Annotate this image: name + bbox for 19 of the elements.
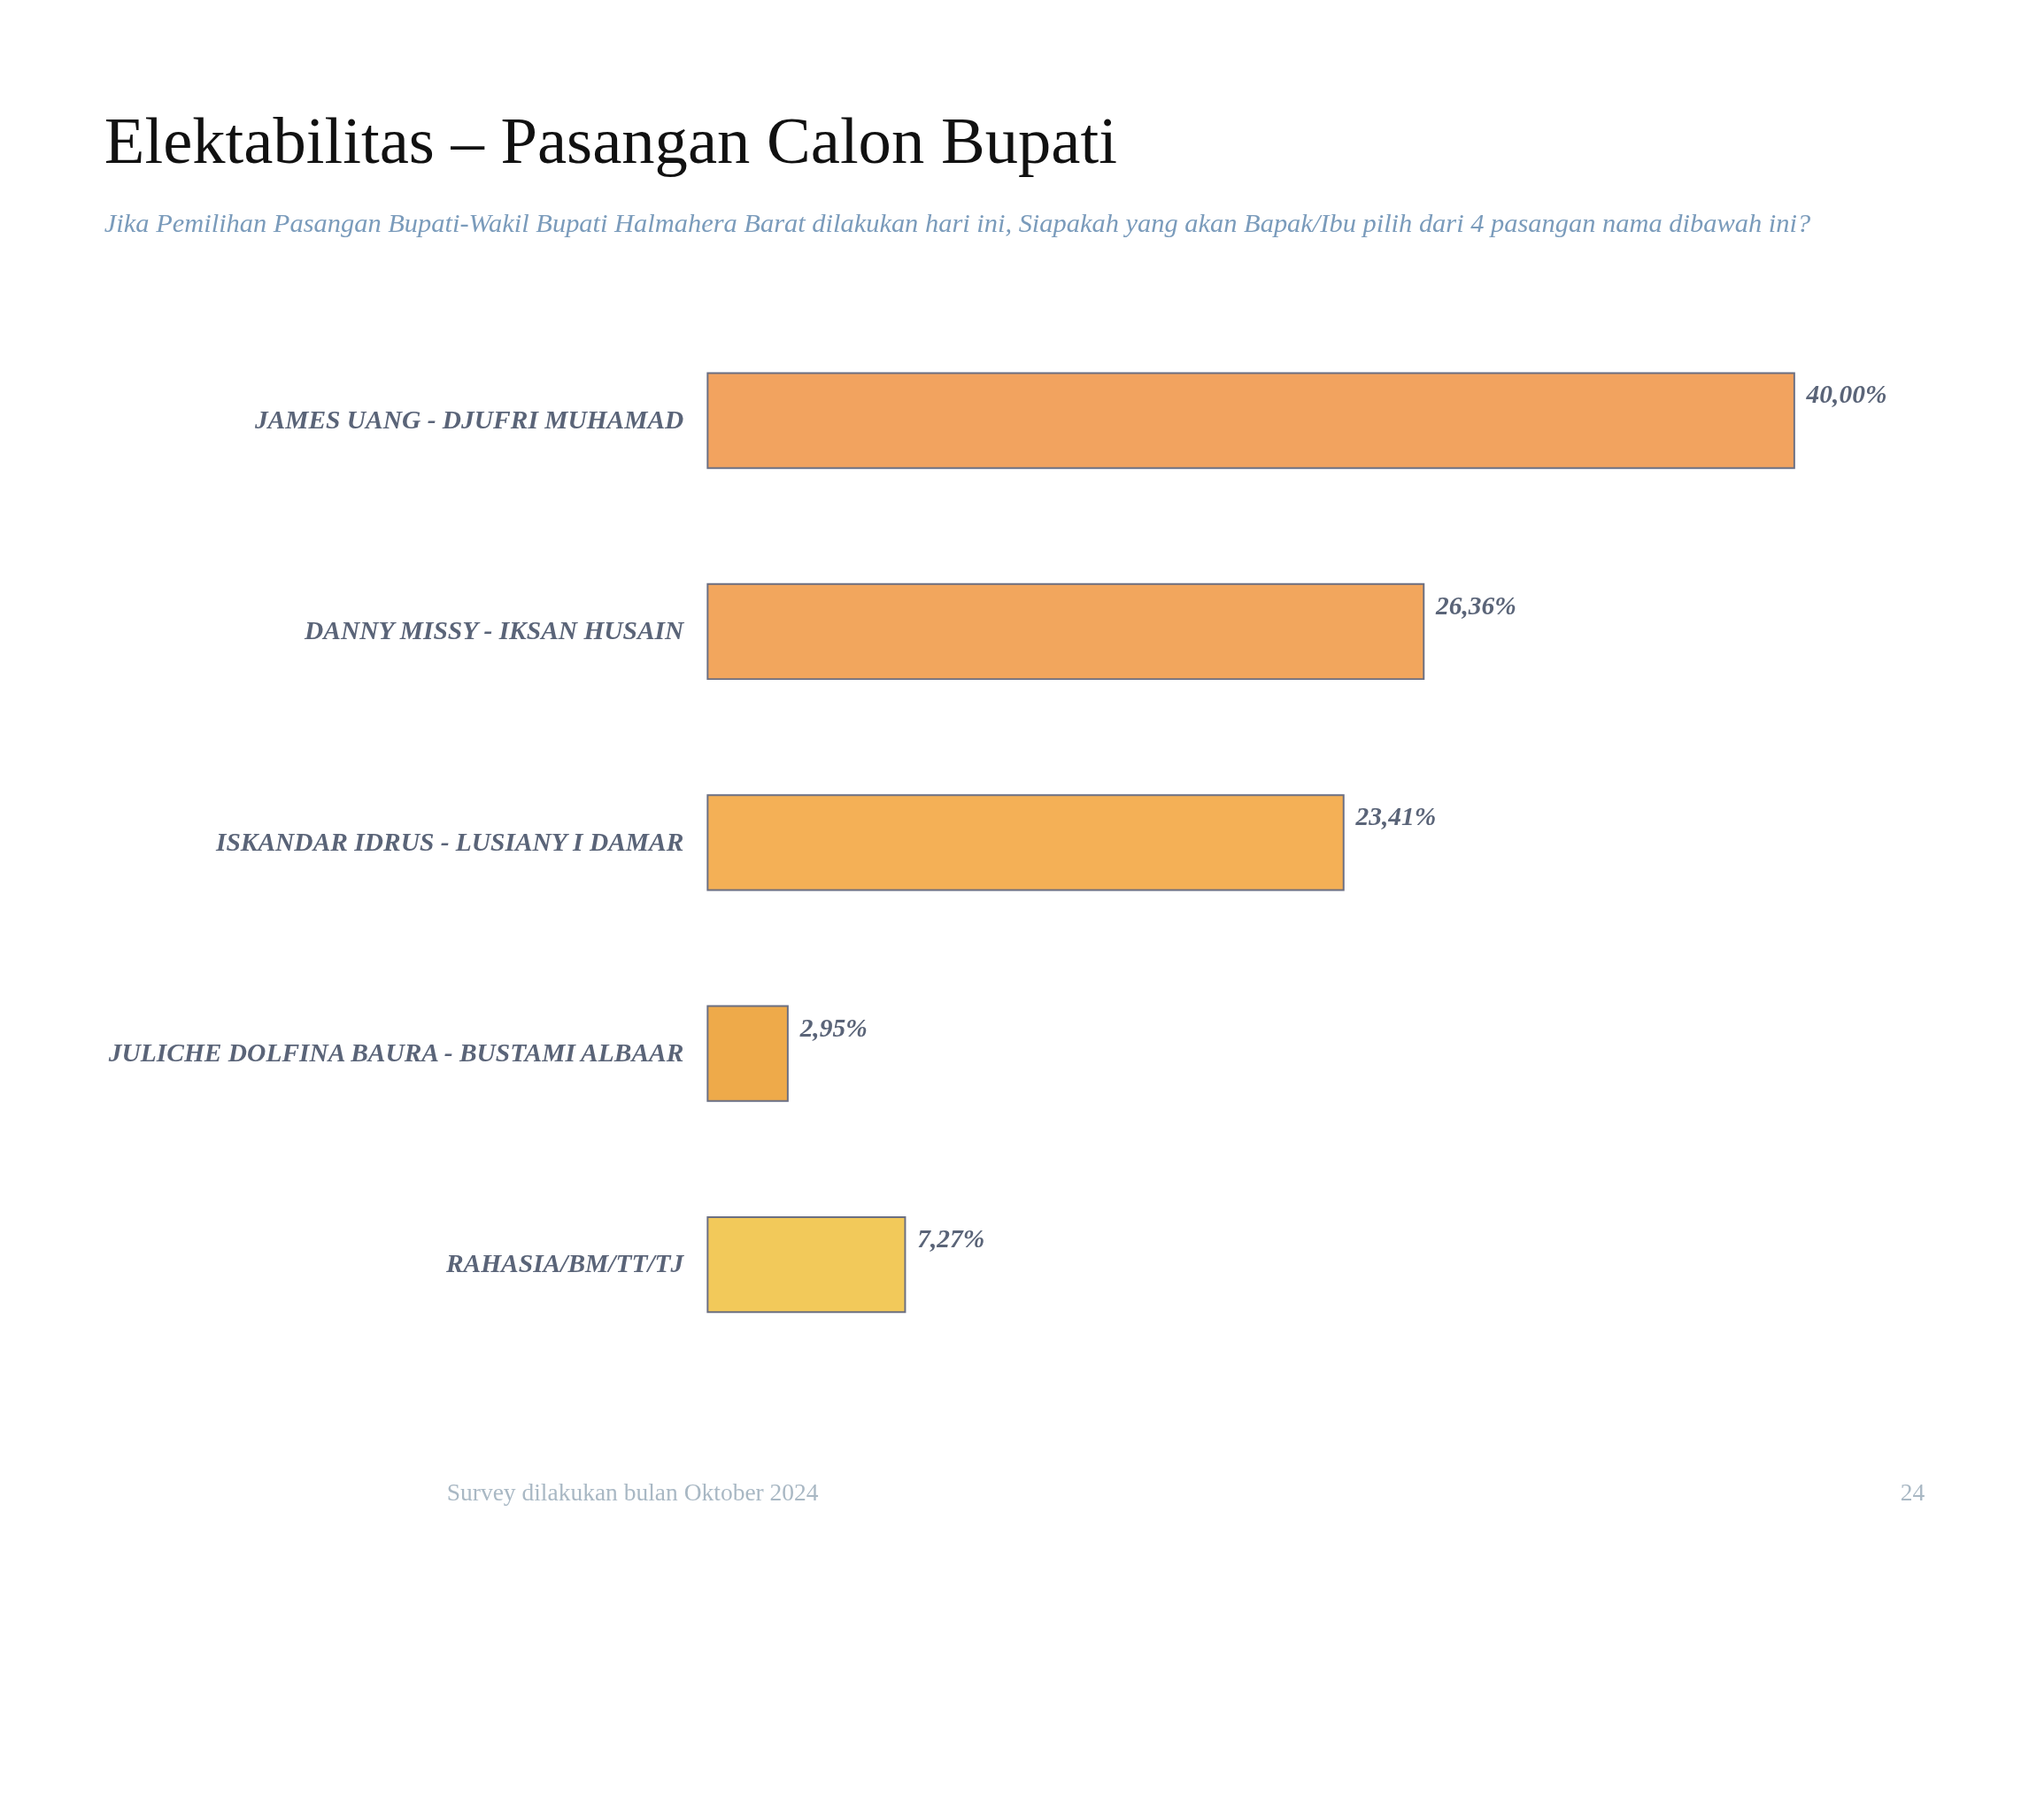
- data-label: 2,95%: [798, 1013, 868, 1042]
- bar: [706, 582, 1425, 681]
- data-label: 7,27%: [917, 1223, 985, 1253]
- data-label: 23,41%: [1354, 802, 1437, 831]
- bar: [706, 372, 1795, 469]
- y-tick-label: JULICHE DOLFINA BAURA - BUSTAMI ALBAAR: [107, 1038, 684, 1068]
- data-label: 26,36%: [1435, 590, 1516, 620]
- chart-subtitle: Jika Pemilihan Pasangan Bupati-Wakil Bupati Halmahera Barat dilakukan hari ini, Siapakah yang akan Bapak/Ibu pilih dari 4 pasangan nama dibawah ini?: [104, 208, 1811, 239]
- text: Survey dilakukan bulan Oktober 2024: [446, 1479, 819, 1507]
- chart-title: Elektabilitas – Pasangan Calon Bupati: [104, 103, 1117, 177]
- y-tick-label: DANNY MISSY - IKSAN HUSAIN: [304, 616, 686, 645]
- bar: [706, 794, 1345, 891]
- bar: [706, 1005, 789, 1102]
- data-label: 40,00%: [1805, 380, 1887, 409]
- text: 24: [1900, 1479, 1925, 1507]
- y-tick-label: ISKANDAR IDRUS - LUSIANY I DAMAR: [214, 827, 684, 856]
- y-tick-label: JAMES UANG - DJUFRI MUHAMAD: [253, 405, 684, 434]
- y-tick-label: RAHASIA/BM/TT/TJ: [444, 1249, 685, 1278]
- bar: [706, 1215, 906, 1314]
